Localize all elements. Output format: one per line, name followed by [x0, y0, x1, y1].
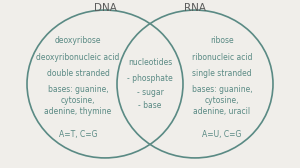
Text: A=T, C=G: A=T, C=G — [59, 130, 97, 139]
Text: deoxyribose: deoxyribose — [55, 36, 101, 45]
Text: bases: guanine,
cytosine,
adenine, uracil: bases: guanine, cytosine, adenine, uraci… — [192, 85, 252, 116]
Text: ribonucleic acid: ribonucleic acid — [192, 53, 252, 62]
Text: - phosphate: - phosphate — [127, 74, 173, 83]
Text: ribose: ribose — [210, 36, 234, 45]
Text: bases: guanine,
cytosine,
adenine, thymine: bases: guanine, cytosine, adenine, thymi… — [44, 85, 112, 116]
Text: single stranded: single stranded — [192, 69, 252, 78]
Text: RNA: RNA — [184, 3, 206, 13]
Text: DNA: DNA — [94, 3, 116, 13]
Text: deoxyribonucleic acid: deoxyribonucleic acid — [36, 53, 120, 62]
Text: A=U, C=G: A=U, C=G — [202, 130, 242, 139]
Text: nucleotides: nucleotides — [128, 58, 172, 67]
Text: - base: - base — [138, 101, 162, 110]
Text: double stranded: double stranded — [46, 69, 110, 78]
Text: - sugar: - sugar — [136, 88, 164, 97]
